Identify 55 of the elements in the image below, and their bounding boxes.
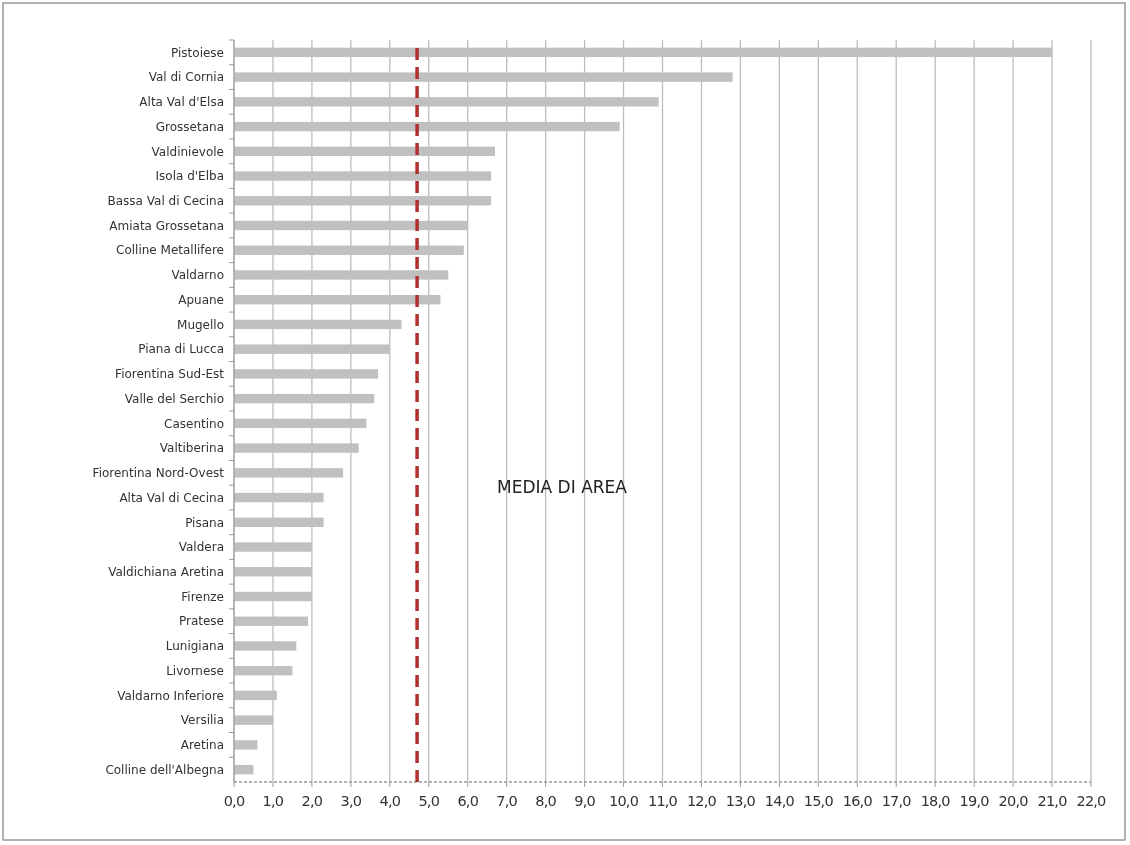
- x-tick-label: 6,0: [457, 793, 479, 809]
- x-tick-label: 2,0: [301, 793, 323, 809]
- y-tick-label: Amiata Grossetana: [109, 218, 224, 233]
- y-tick-label: Grossetana: [155, 119, 224, 134]
- y-tick-label: Valdarno: [171, 268, 224, 283]
- x-tick-label: 14,0: [764, 793, 795, 809]
- y-tick-label: Valle del Serchio: [124, 391, 224, 406]
- x-tick-label: 15,0: [803, 793, 834, 809]
- x-tick-label: 20,0: [998, 793, 1029, 809]
- y-tick-label: Mugello: [177, 317, 224, 332]
- x-tick-label: 22,0: [1076, 793, 1107, 809]
- x-tick-label: 5,0: [418, 793, 440, 809]
- x-tick-label: 16,0: [842, 793, 873, 809]
- y-tick-label: Pisana: [185, 515, 224, 530]
- x-tick-label: 11,0: [647, 793, 678, 809]
- y-tick-label: Colline Metallifere: [116, 243, 224, 258]
- y-tick-label: Piana di Lucca: [138, 342, 224, 357]
- x-tick-label: 19,0: [959, 793, 990, 809]
- y-tick-label: Alta Val di Cecina: [119, 490, 224, 505]
- y-tick-label: Versilia: [180, 713, 224, 728]
- y-tick-label: Bassa Val di Cecina: [107, 193, 224, 208]
- x-tick-label: 10,0: [609, 793, 639, 809]
- y-tick-label: Alta Val d'Elsa: [139, 95, 224, 110]
- y-tick-label: Fiorentina Sud-Est: [115, 367, 225, 382]
- y-tick-label: Aretina: [180, 738, 224, 753]
- y-tick-label: Valtiberina: [159, 441, 224, 456]
- y-tick-label: Valdichiana Aretina: [108, 564, 224, 579]
- y-tick-label: Firenze: [181, 589, 224, 604]
- y-tick-label: Fiorentina Nord-Ovest: [92, 466, 225, 481]
- bar: [234, 740, 258, 750]
- x-tick-label: 7,0: [496, 793, 518, 809]
- y-tick-label: Valdinievole: [151, 144, 224, 159]
- x-tick-label: 1,0: [262, 793, 284, 809]
- annotation: MEDIA DI AREA: [497, 476, 628, 497]
- x-tick-label: 4,0: [379, 793, 401, 809]
- y-tick-label: Valdarno Inferiore: [117, 688, 224, 703]
- y-tick-label: Lunigiana: [165, 639, 224, 654]
- x-tick-label: 17,0: [881, 793, 912, 809]
- y-tick-label: Apuane: [178, 292, 224, 307]
- y-tick-label: Valdera: [178, 540, 224, 555]
- x-tick-label: 18,0: [920, 793, 951, 809]
- y-tick-label: Livornese: [166, 663, 224, 678]
- y-tick-label: Casentino: [164, 416, 224, 431]
- x-tick-label: 3,0: [340, 793, 362, 809]
- y-tick-label: Pistoiese: [171, 45, 224, 60]
- y-tick-label: Val di Cornia: [148, 70, 224, 85]
- y-tick-label: Pratese: [178, 614, 224, 629]
- y-tick-label: Isola d'Elba: [155, 169, 224, 184]
- x-tick-label: 12,0: [686, 793, 717, 809]
- x-tick-label: 9,0: [574, 793, 596, 809]
- x-tick-label: 13,0: [725, 793, 756, 809]
- x-tick-label: 0,0: [223, 793, 245, 809]
- x-tick-label: 8,0: [535, 793, 557, 809]
- x-tick-label: 21,0: [1037, 793, 1068, 809]
- y-tick-label: Colline dell'Albegna: [105, 762, 224, 777]
